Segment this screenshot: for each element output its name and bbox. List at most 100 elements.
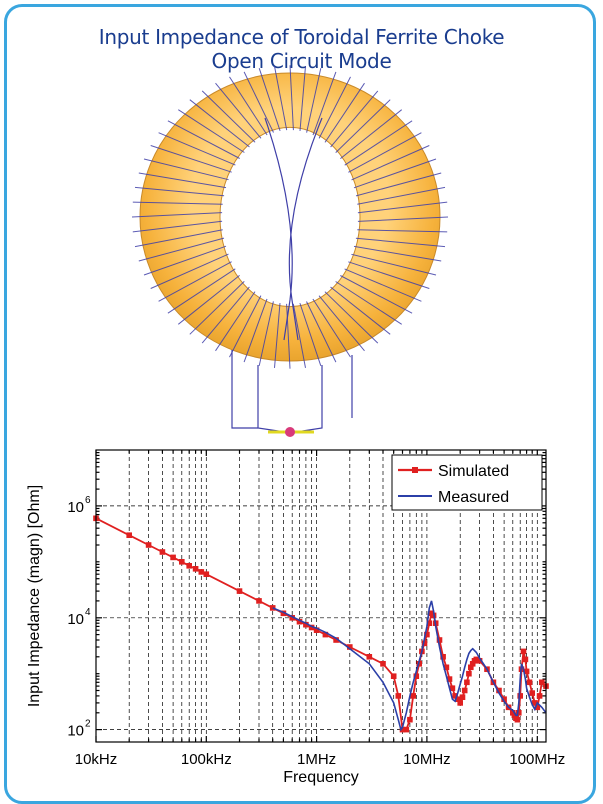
- winding-turn: [274, 66, 288, 131]
- simulated-point: [179, 559, 185, 565]
- winding-turn: [324, 82, 365, 143]
- winding-turn: [138, 172, 227, 189]
- x-tick-label: 100MHz: [509, 751, 565, 768]
- legend-label: Simulated: [438, 463, 509, 480]
- series-line-measured: [272, 600, 547, 732]
- winding-turn: [318, 76, 351, 139]
- simulated-point: [203, 571, 210, 577]
- winding-turn: [167, 120, 240, 159]
- winding-turn: [348, 261, 430, 289]
- simulated-point: [366, 654, 373, 660]
- y-tick-label: 10: [67, 611, 84, 628]
- simulated-point: [523, 668, 530, 675]
- simulated-point: [476, 658, 483, 664]
- simulated-point: [399, 726, 406, 733]
- winding-turn: [132, 201, 223, 205]
- simulated-point: [536, 693, 543, 699]
- winding-turn: [143, 245, 227, 276]
- winding-turn: [150, 253, 229, 289]
- y-tick-label: 10: [67, 499, 84, 516]
- simulated-point: [380, 661, 386, 667]
- legend-label: Measured: [438, 489, 509, 506]
- simulated-point: [395, 693, 402, 699]
- simulated-point: [516, 710, 522, 716]
- winding-turn: [229, 295, 262, 358]
- simulated-point: [501, 696, 507, 702]
- winding-turn: [177, 275, 240, 325]
- winding-turn: [357, 229, 448, 233]
- lead-wire: [231, 350, 258, 429]
- winding-turn: [312, 71, 337, 136]
- simulated-point: [511, 712, 518, 719]
- winding-turn: [340, 275, 413, 314]
- y-tick-label-exponent: 6: [85, 495, 91, 506]
- winding-turn: [351, 145, 430, 181]
- y-tick-label: 10: [67, 723, 84, 740]
- winding-turn: [178, 109, 245, 153]
- winding-turn: [344, 120, 413, 166]
- simulated-point: [517, 693, 523, 699]
- simulated-point: [407, 716, 413, 723]
- simulated-point: [347, 644, 353, 650]
- simulated-point: [522, 656, 529, 663]
- simulated-point: [469, 661, 476, 667]
- winding-turn: [243, 298, 268, 363]
- x-tick-label: 10kHz: [75, 751, 118, 768]
- winding-turn: [330, 286, 391, 335]
- winding-turn: [324, 291, 379, 344]
- simulated-point: [126, 532, 132, 538]
- simulated-point: [461, 687, 468, 694]
- winding-turn: [335, 99, 391, 153]
- simulated-point: [280, 610, 287, 617]
- feed-port: [285, 427, 295, 437]
- winding-turn: [330, 90, 379, 148]
- winding-turn: [357, 216, 449, 222]
- plot-frame: [95, 449, 547, 743]
- simulated-point: [532, 700, 538, 706]
- simulated-point: [424, 631, 430, 638]
- x-tick-label: 1MHz: [297, 751, 336, 768]
- simulated-point: [446, 676, 453, 682]
- simulated-point: [473, 656, 480, 663]
- simulated-point: [308, 624, 315, 631]
- simulated-point: [421, 640, 428, 647]
- toroidal-ferrite-choke-model: [131, 65, 449, 437]
- simulated-point: [269, 605, 276, 611]
- simulated-point: [390, 673, 397, 679]
- winding-turn: [306, 68, 322, 133]
- winding-turn: [355, 172, 442, 197]
- simulated-point: [192, 566, 199, 572]
- simulated-point: [186, 563, 192, 569]
- winding-turn: [286, 303, 291, 369]
- winding-turn: [312, 298, 351, 358]
- simulated-point: [426, 620, 433, 626]
- simulated-point: [514, 716, 521, 723]
- winding-turn: [201, 90, 256, 143]
- simulated-point: [296, 618, 303, 625]
- simulated-point: [322, 631, 329, 638]
- simulated-point: [236, 588, 243, 594]
- winding-turn: [138, 237, 225, 262]
- winding-turn: [306, 301, 337, 363]
- simulated-point: [449, 685, 456, 691]
- simulated-point: [198, 569, 205, 575]
- simulated-point: [459, 694, 466, 700]
- simulated-point: [256, 598, 262, 604]
- winding-turn: [134, 229, 223, 248]
- simulated-point: [466, 670, 472, 677]
- winding-turn: [292, 303, 306, 368]
- lead-wire: [288, 117, 323, 341]
- legend-box: [391, 454, 543, 511]
- winding-turn: [355, 237, 446, 248]
- y-tick-label-exponent: 4: [85, 607, 91, 618]
- legend-marker: [412, 467, 418, 473]
- winding-turn: [189, 281, 245, 335]
- winding-turn: [348, 132, 422, 173]
- simulated-point: [333, 637, 339, 643]
- winding-turn: [215, 291, 256, 352]
- simulated-point: [159, 549, 166, 555]
- simulated-point: [413, 673, 420, 679]
- winding-turn: [357, 201, 448, 214]
- winding-turn: [150, 145, 232, 173]
